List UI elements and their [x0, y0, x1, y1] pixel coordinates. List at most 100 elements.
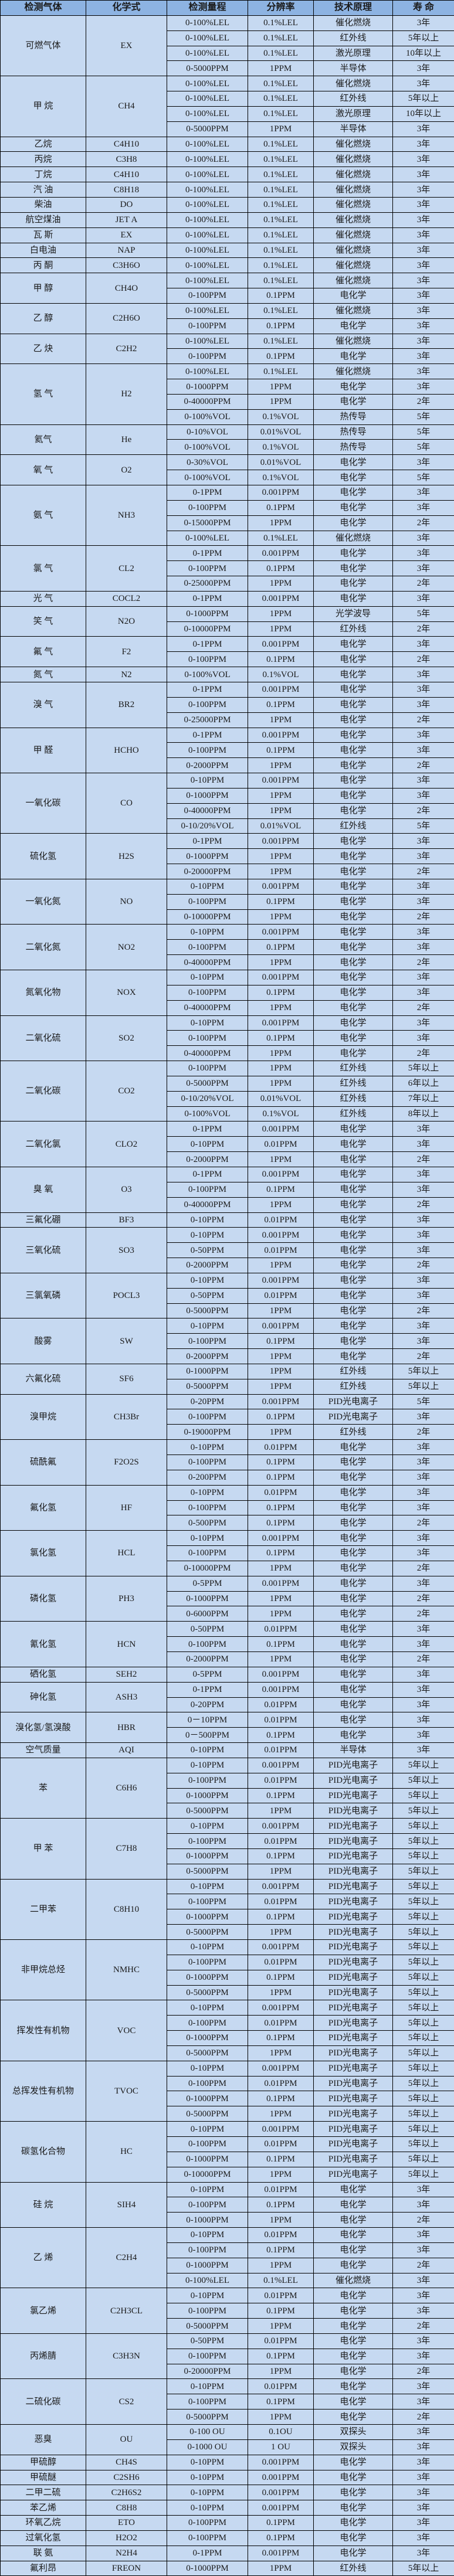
- lifespan-cell: 2年: [392, 1560, 454, 1576]
- resolution-cell: 0.01PPM: [248, 1742, 314, 1758]
- range-cell: 0-5000PPM: [167, 60, 248, 77]
- formula-cell: ETO: [86, 2515, 167, 2531]
- principle-cell: 催化燃烧: [313, 196, 393, 213]
- resolution-cell: 0.001PPM: [248, 1878, 314, 1895]
- resolution-cell: 1PPM: [248, 1258, 314, 1273]
- principle-cell: 电化学: [313, 545, 393, 562]
- lifespan-cell: 3年: [392, 939, 454, 956]
- principle-cell: 双探头: [313, 2439, 393, 2455]
- table-row: 0-100PPM 0.01PPM PID光电离子 5年以上: [1, 2075, 454, 2092]
- range-cell: 0-40000PPM: [167, 1045, 248, 1062]
- gas-name-cell: 空气质量: [0, 1742, 86, 1758]
- resolution-cell: 1PPM: [248, 621, 314, 637]
- principle-cell: 电化学: [313, 1591, 393, 1607]
- table-row: 氟化氢 HF 0-10PPM 0.01PPM 电化学 3年: [0, 1484, 454, 1531]
- range-cell: 0-1PPM: [167, 545, 248, 562]
- lifespan-cell: 3年: [392, 1242, 454, 1259]
- principle-cell: 电化学: [313, 348, 393, 365]
- table-row: 0-1000PPM 0.1PPM PID光电离子 5年以上: [1, 1787, 454, 1804]
- range-cell: 0-10000PPM: [167, 2166, 248, 2183]
- gas-name-cell: 氮氧化物: [0, 970, 86, 1016]
- resolution-cell: 1PPM: [248, 2045, 314, 2061]
- range-cell: 0-200PPM: [167, 1469, 248, 1486]
- table-row: 恶臭 OU 0-100 OU 0.1OU 双探头 3年: [0, 2424, 454, 2455]
- lifespan-cell: 5年以上: [392, 1969, 454, 1986]
- formula-cell: NOX: [86, 970, 167, 1016]
- range-cell: 0-100PPM: [167, 2303, 248, 2319]
- table-row: 可燃气体 EX 0-100%LEL 0.1%LEL 催化燃烧 3年: [0, 15, 454, 77]
- principle-cell: 电化学: [313, 1500, 393, 1516]
- resolution-cell: 0.1PPM: [248, 1333, 314, 1350]
- range-cell: 0-100%LEL: [167, 196, 248, 213]
- table-row: 0-100PPM 0.1PPM 电化学 3年: [1, 1500, 454, 1516]
- range-cell: 0-100PPM: [167, 893, 248, 910]
- lifespan-cell: 5年以上: [392, 1984, 454, 2001]
- formula-cell: SIH4: [86, 2181, 167, 2228]
- range-cell: 0-100PPM: [167, 742, 248, 759]
- principle-cell: 电化学: [313, 773, 393, 789]
- principle-cell: 电化学: [313, 1651, 393, 1667]
- principle-cell: 电化学: [313, 2348, 393, 2364]
- principle-cell: 催化燃烧: [313, 182, 393, 198]
- resolution-cell: 0.1PPM: [248, 1787, 314, 1804]
- table-row: 碳氢化合物 HC 0-10PPM 0.001PPM PID光电离子 5年以上: [0, 2121, 454, 2183]
- table-row: 0-100%VOL 0.1%VOL 电化学 5年: [1, 470, 454, 485]
- resolution-cell: 0.1%LEL: [248, 196, 314, 213]
- gas-name-cell: 三氯氧磷: [0, 1272, 86, 1319]
- principle-cell: 催化燃烧: [313, 333, 393, 349]
- range-cell: 0-100PPM: [167, 2242, 248, 2258]
- table-row: 0-100%VOL 0.1%VOL 红外线 8年以上: [1, 1106, 454, 1122]
- lifespan-cell: 2年: [392, 1197, 454, 1213]
- gas-name-cell: 三氟化硼: [0, 1212, 86, 1228]
- lifespan-cell: 3年: [392, 242, 454, 259]
- header-gas: 检测气体: [0, 0, 86, 16]
- table-row: 氰化氢 HCN 0-50PPM 0.01PPM 电化学 3年: [0, 1621, 454, 1667]
- principle-cell: 电化学: [313, 1560, 393, 1576]
- range-cell: 0-100%LEL: [167, 333, 248, 349]
- table-row: 乙 烯 C2H4 0-10PPM 0.01PPM 电化学 3年: [0, 2227, 454, 2289]
- gas-name-cell: 白电油: [0, 242, 86, 259]
- range-cell: 0-1PPM: [167, 1681, 248, 1698]
- resolution-cell: 0.001PPM: [248, 2454, 314, 2470]
- gas-name-cell: 氟 气: [0, 636, 86, 668]
- principle-cell: 热传导: [313, 424, 393, 440]
- principle-cell: 电化学: [313, 2318, 393, 2334]
- resolution-cell: 0.01PPM: [248, 2378, 314, 2395]
- range-cell: 0-10%VOL: [167, 424, 248, 440]
- range-cell: 0-5PPM: [167, 1575, 248, 1592]
- range-cell: 0-100PPM: [167, 1954, 248, 1970]
- table-row: 二氧化氯 CLO2 0-1PPM 0.001PPM 电化学 3年: [0, 1121, 454, 1167]
- formula-cell: VOC: [86, 2000, 167, 2061]
- table-row: 氯乙烯 C2H3CL 0-10PPM 0.01PPM 电化学 3年: [0, 2288, 454, 2334]
- resolution-cell: 0.1PPM: [248, 2348, 314, 2364]
- table-row: 丁烷 C4H10 0-100%LEL 0.1%LEL 催化燃烧 3年: [0, 166, 454, 183]
- table-row: 0-100%VOL 0.1%VOL 热传导 5年: [1, 409, 454, 425]
- range-cell: 0－10PPM: [167, 1712, 248, 1728]
- principle-cell: 双探头: [313, 2424, 393, 2440]
- principle-cell: 电化学: [313, 2500, 393, 2516]
- range-cell: 0-40000PPM: [167, 803, 248, 819]
- lifespan-cell: 3年: [392, 667, 454, 682]
- table-row: 氨 气 NH3 0-1PPM 0.001PPM 电化学 3年: [0, 484, 454, 546]
- principle-cell: PID光电离子: [313, 1909, 393, 1925]
- principle-cell: 电化学: [313, 2227, 393, 2243]
- table-row: 0-100PPM 0.01PPM PID光电离子 5年以上: [1, 2015, 454, 2031]
- table-row: 苯 C6H6 0-10PPM 0.001PPM PID光电离子 5年以上: [0, 1757, 454, 1819]
- range-cell: 0-1PPM: [167, 1121, 248, 1137]
- resolution-cell: 0.1PPM: [248, 1030, 314, 1046]
- table-row: 0-1000PPM 1PPM 电化学 2年: [1, 2257, 454, 2273]
- principle-cell: 红外线: [313, 30, 393, 46]
- table-row: 0-100%LEL 0.1%LEL 催化燃烧 3年: [1, 2272, 454, 2289]
- principle-cell: 电化学: [313, 1545, 393, 1561]
- principle-cell: 电化学: [313, 1151, 393, 1167]
- resolution-cell: 0.1%LEL: [248, 30, 314, 46]
- principle-cell: 电化学: [313, 2409, 393, 2425]
- header-lifespan: 寿 命: [392, 0, 454, 16]
- resolution-cell: 0.001PPM: [248, 2485, 314, 2501]
- range-cell: 0-100PPM: [167, 1833, 248, 1849]
- resolution-cell: 0.01PPM: [248, 2075, 314, 2092]
- lifespan-cell: 10年以上: [392, 106, 454, 122]
- formula-cell: CH4S: [86, 2454, 167, 2470]
- range-cell: 0-1PPM: [167, 681, 248, 698]
- gas-name-cell: 二氧化碳: [0, 1061, 86, 1122]
